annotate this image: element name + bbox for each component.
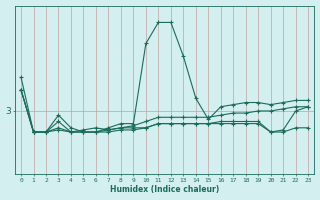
X-axis label: Humidex (Indice chaleur): Humidex (Indice chaleur) bbox=[110, 185, 219, 194]
